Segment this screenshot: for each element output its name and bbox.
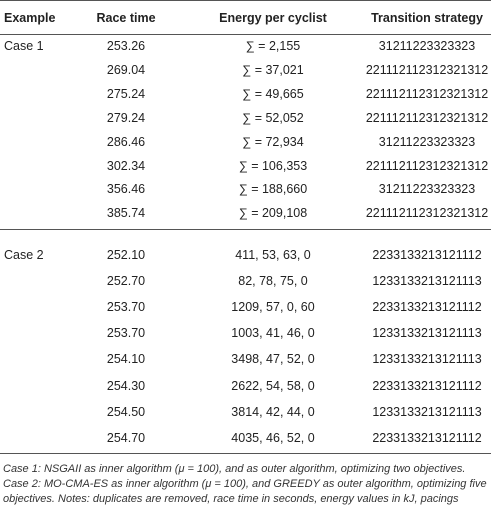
table-cell: ∑ = 72,934: [242, 134, 304, 149]
table-cell: 221112112312321312: [365, 86, 489, 101]
table-cell: 221112112312321312: [365, 62, 489, 77]
table-cell: 1003, 41, 46, 0: [231, 326, 315, 341]
table-cell: ∑ = 209,108: [238, 206, 308, 221]
table-cell: 1233133213121113: [372, 404, 482, 419]
table-cell: 2622, 54, 58, 0: [231, 378, 315, 393]
table-cell: 275.24: [106, 86, 146, 101]
table-cell: ∑ = 106,353: [238, 158, 308, 173]
table-cell: 31211223323323: [378, 134, 476, 149]
table-cell: 269.04: [106, 62, 146, 77]
rule: [0, 453, 491, 454]
table-cell: 356.46: [106, 182, 146, 197]
table-cell: 254.70: [106, 430, 146, 445]
rule: [0, 229, 491, 230]
table-cell: ∑ = 37,021: [242, 62, 304, 77]
table-cell: 253.70: [106, 326, 146, 341]
column-header: Energy per cyclist: [219, 11, 327, 25]
table-cell: ∑ = 2,155: [245, 39, 301, 53]
table-cell: 221112112312321312: [365, 110, 489, 125]
table-cell: 252.70: [106, 274, 146, 289]
table-cell: 1233133213121113: [372, 352, 482, 367]
table-cell: 252.10: [106, 248, 146, 262]
table-cell: 1233133213121113: [372, 274, 482, 289]
column-header: Race time: [96, 11, 156, 25]
table-cell: 3498, 47, 52, 0: [231, 352, 315, 367]
rule: [0, 0, 491, 1]
table-cell: ∑ = 49,665: [242, 86, 304, 101]
table-cell: 31211223323323: [378, 39, 476, 53]
table-cell: 385.74: [106, 206, 146, 221]
table-cell: 82, 78, 75, 0: [238, 274, 308, 289]
table-cell: 1209, 57, 0, 60: [231, 300, 315, 315]
table-cell: 254.10: [106, 352, 146, 367]
column-header: Transition strategy: [371, 11, 483, 25]
table-cell: 31211223323323: [378, 182, 476, 197]
table-cell: 221112112312321312: [365, 206, 489, 221]
table-cell: 254.30: [106, 378, 146, 393]
table-cell: 253.26: [106, 39, 146, 53]
table-cell: 2233133213121112: [372, 248, 482, 262]
table-cell: 2233133213121112: [372, 378, 482, 393]
column-header: Example: [4, 11, 56, 25]
table-cell: 253.70: [106, 300, 146, 315]
table-cell: ∑ = 52,052: [242, 110, 304, 125]
rule: [0, 34, 491, 35]
table-cell: 302.34: [106, 158, 146, 173]
table-cell: 221112112312321312: [365, 158, 489, 173]
table-cell: 279.24: [106, 110, 146, 125]
table-cell: ∑ = 188,660: [238, 182, 308, 197]
table-cell: 4035, 46, 52, 0: [231, 430, 315, 445]
table-cell: 2233133213121112: [372, 300, 482, 315]
table-cell: 3814, 42, 44, 0: [231, 404, 315, 419]
table-cell: 2233133213121112: [372, 430, 482, 445]
table-cell: 254.50: [106, 404, 146, 419]
group-label: Case 1: [4, 39, 44, 53]
group-label: Case 2: [4, 248, 44, 262]
table-cell: 411, 53, 63, 0: [235, 248, 311, 262]
table-cell: 1233133213121113: [372, 326, 482, 341]
caption: Case 1: NSGAII as inner algorithm (μ = 1…: [3, 463, 487, 505]
table-cell: 286.46: [106, 134, 146, 149]
